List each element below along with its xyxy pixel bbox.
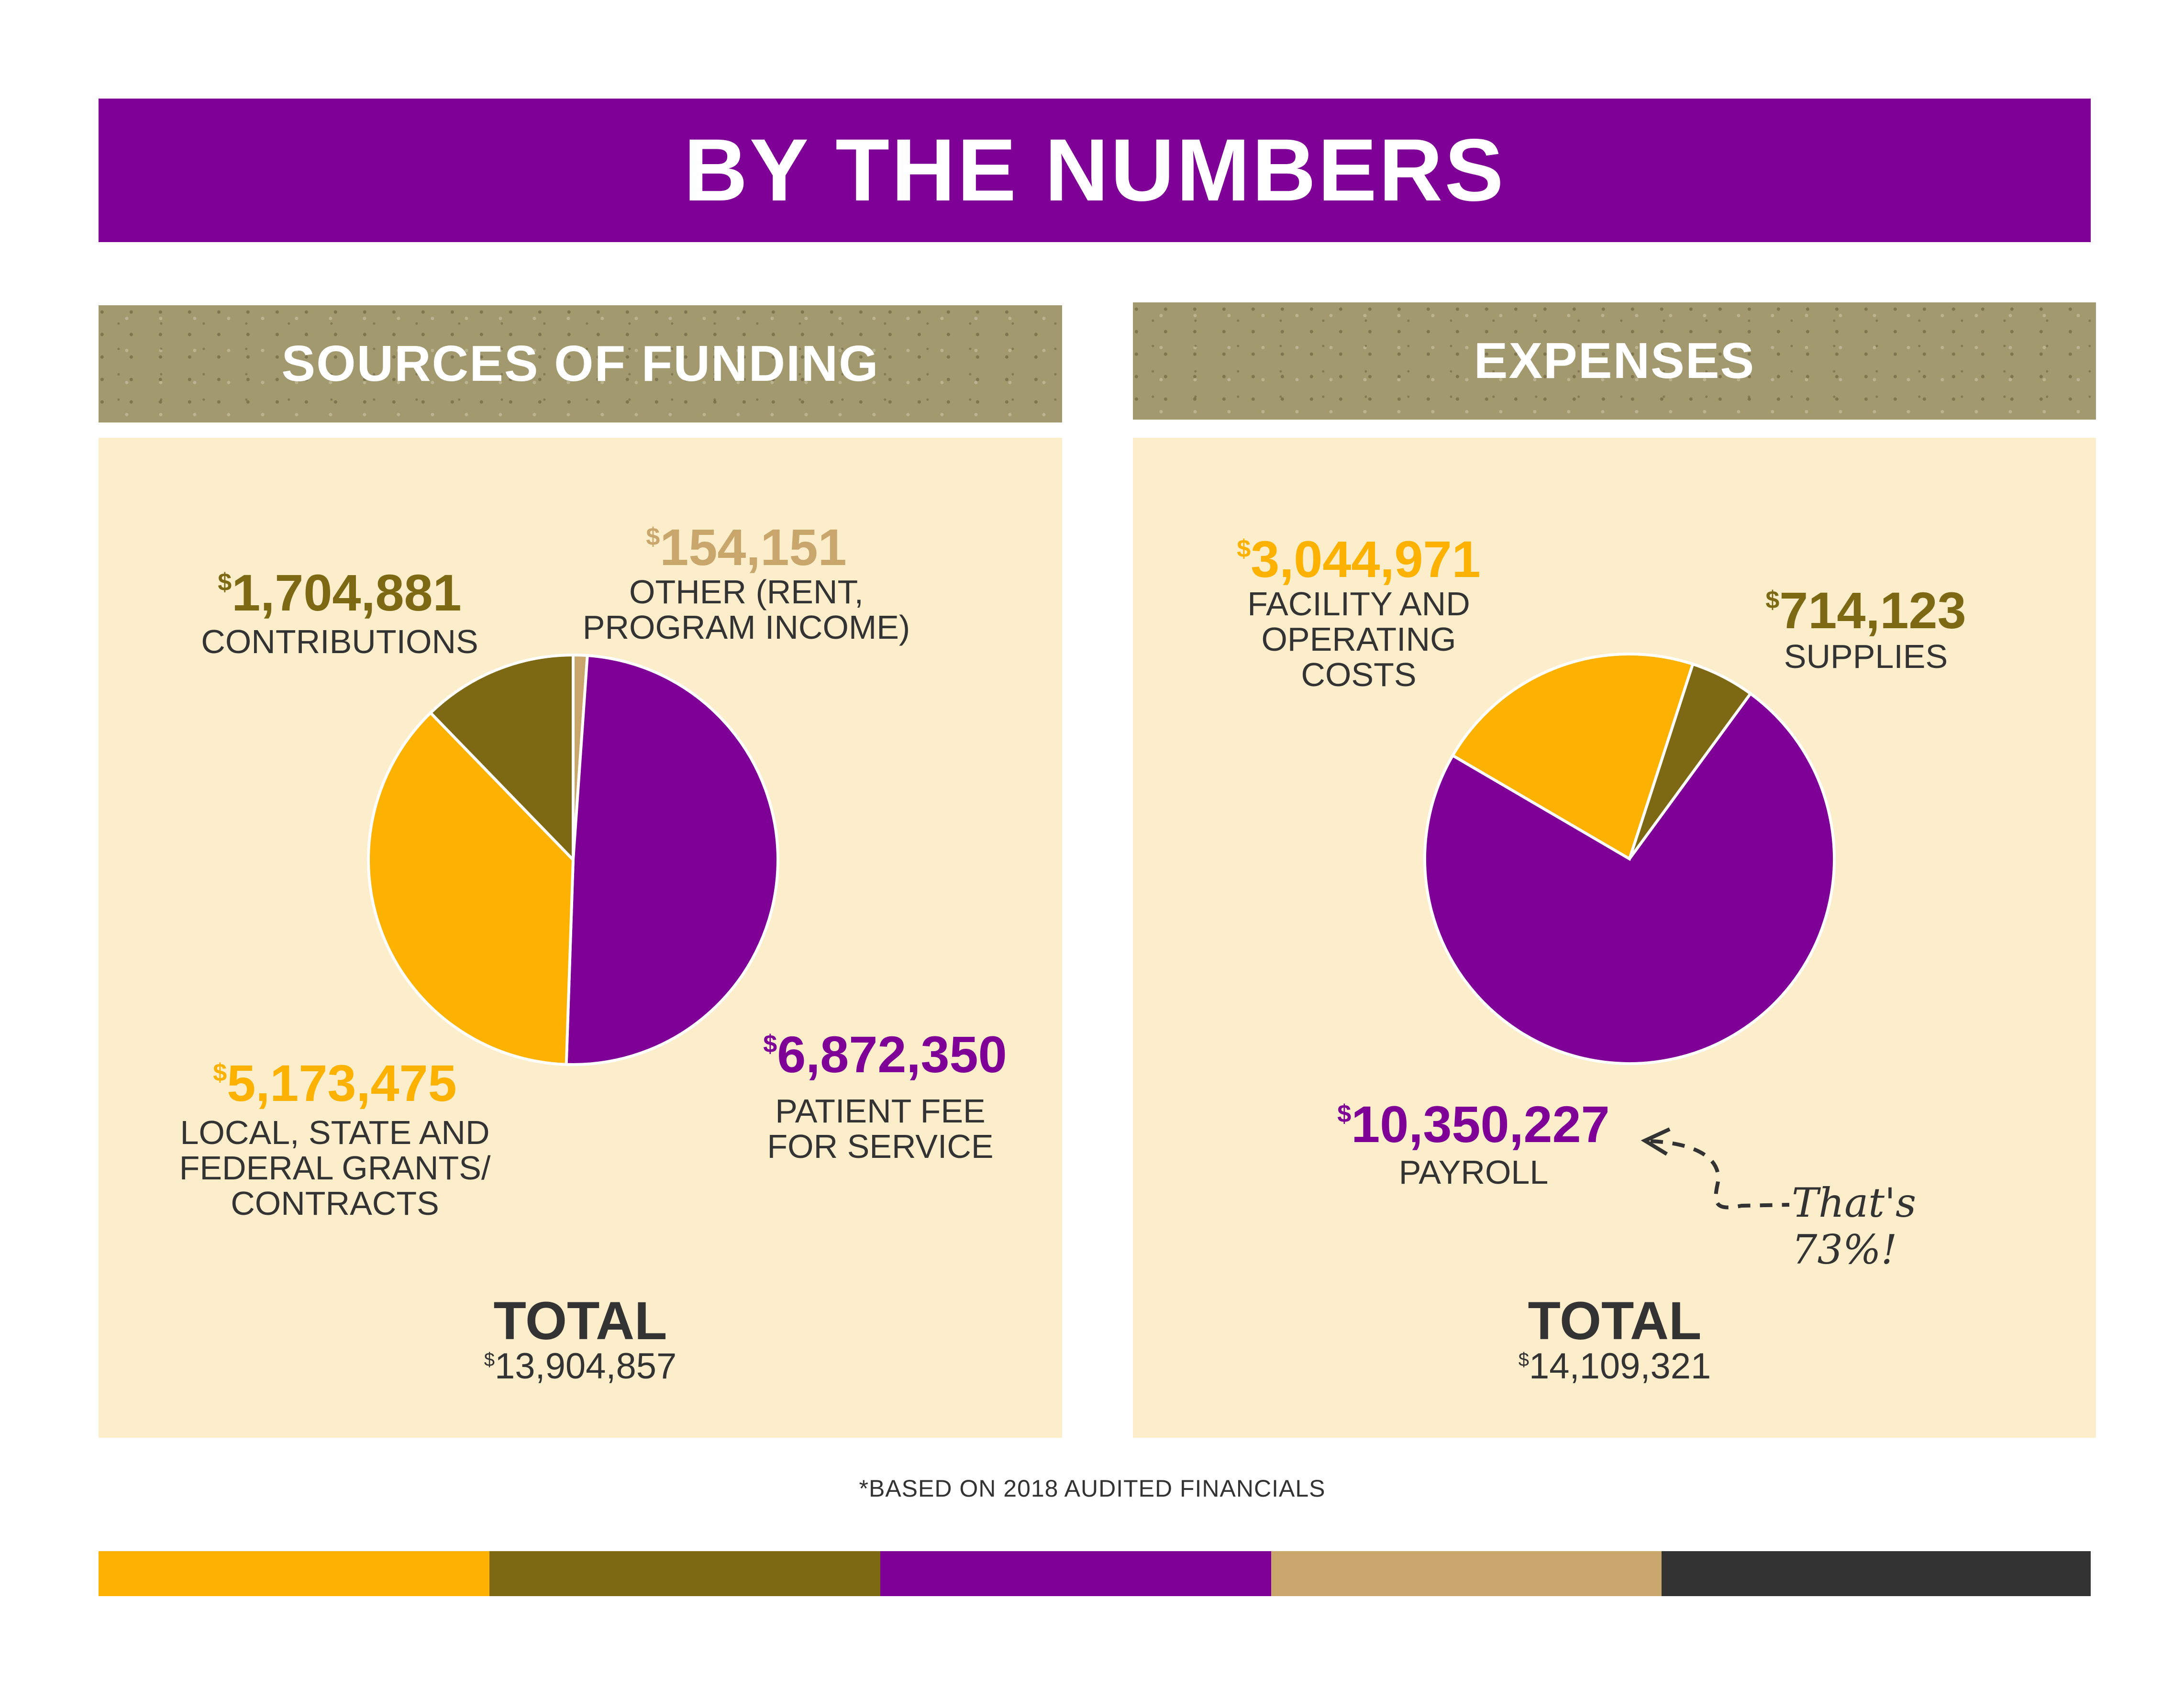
expenses-amount-payroll: $10,350,227	[1337, 1095, 1610, 1153]
expenses-total-heading: TOTAL	[1528, 1291, 1702, 1351]
funding-header: SOURCES OF FUNDING	[99, 305, 1062, 422]
funding-amount-patient-fee: $6,872,350	[763, 1025, 1007, 1083]
expenses-header-text: EXPENSES	[1474, 333, 1755, 389]
funding-label-contributions: CONTRIBUTIONS	[201, 623, 478, 660]
expenses-total-value: $14,109,321	[1518, 1346, 1711, 1387]
pie-slice-patient-fee	[565, 654, 779, 1066]
funding-label-grants: LOCAL, STATE AND FEDERAL GRANTS/ CONTRAC…	[179, 1114, 491, 1222]
funding-total-heading: TOTAL	[493, 1291, 667, 1351]
funding-header-text: SOURCES OF FUNDING	[281, 335, 879, 392]
expenses-label-supplies: SUPPLIES	[1784, 638, 1948, 675]
annotation-arrowhead	[1641, 1127, 1671, 1156]
stripe-charcoal	[1662, 1551, 2091, 1596]
funding-label-other: OTHER (RENT, PROGRAM INCOME)	[582, 573, 910, 646]
expenses-header: EXPENSES	[1133, 302, 2096, 420]
page-title: BY THE NUMBERS	[684, 121, 1506, 220]
expenses-amount-supplies: $714,123	[1765, 581, 1966, 639]
pie-slice-contributions	[428, 653, 575, 864]
pie-slice-payroll	[1423, 691, 1836, 1065]
expenses-amount-facility: $3,044,971	[1237, 530, 1481, 588]
funding-label-patient-fee: PATIENT FEE FOR SERVICE	[767, 1092, 994, 1165]
expenses-pie	[1423, 653, 1836, 1065]
expenses-label-payroll: PAYROLL	[1398, 1154, 1549, 1191]
funding-amount-contributions: $1,704,881	[218, 564, 462, 622]
funding-amount-grants: $5,173,475	[213, 1054, 457, 1112]
pie-slice-facility	[1451, 653, 1695, 861]
payroll-annotation: That's 73%!	[1792, 1179, 1917, 1273]
expenses-label-facility: FACILITY AND OPERATING COSTS	[1247, 585, 1470, 693]
annotation-arrow-line	[1650, 1139, 1790, 1210]
pie-slice-grants	[367, 711, 575, 1066]
funding-amount-other: $154,151	[646, 518, 847, 576]
stripe-purple	[880, 1551, 1271, 1596]
title-banner: BY THE NUMBERS	[99, 99, 2091, 242]
stripe-olive	[489, 1551, 880, 1596]
stripe-gold	[99, 1551, 489, 1596]
funding-total-value: $13,904,857	[484, 1346, 677, 1387]
funding-pie	[367, 653, 779, 1066]
footnote: *BASED ON 2018 AUDITED FINANCIALS	[859, 1475, 1326, 1502]
stripe-tan	[1271, 1551, 1662, 1596]
